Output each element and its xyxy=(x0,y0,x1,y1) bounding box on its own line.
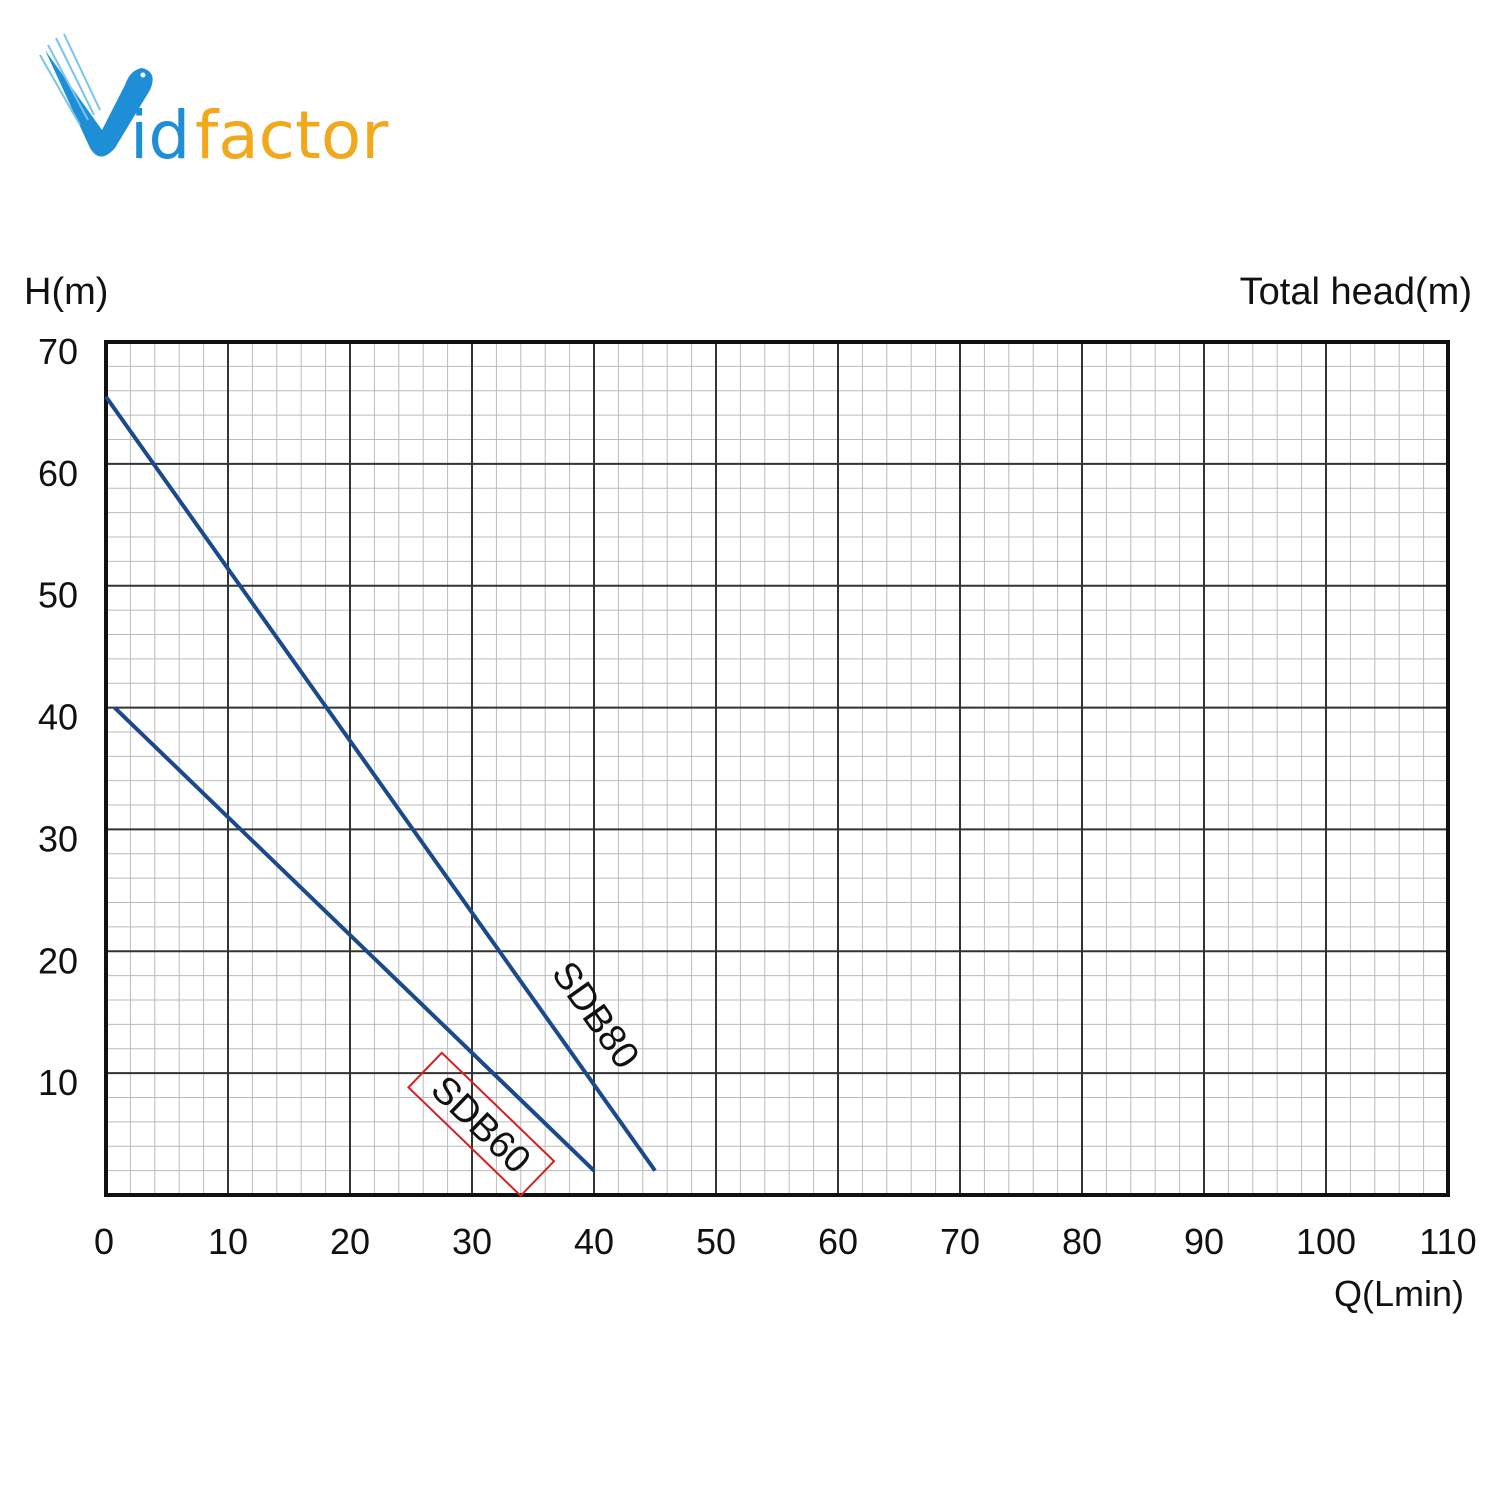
y-axis-label-right: Total head(m) xyxy=(1240,271,1472,313)
highlight-box xyxy=(407,1051,556,1198)
y-tick-label: 60 xyxy=(38,453,78,494)
y-tick-label: 30 xyxy=(38,818,78,859)
x-tick-label: 80 xyxy=(1062,1221,1102,1262)
x-tick-label: 90 xyxy=(1184,1221,1224,1262)
y-tick-label: 70 xyxy=(38,331,78,372)
x-tick-label: 40 xyxy=(574,1221,614,1262)
x-tick-label: 0 xyxy=(94,1221,114,1262)
y-tick-label: 40 xyxy=(38,697,78,738)
x-tick-label: 60 xyxy=(818,1221,858,1262)
minor-grid xyxy=(106,342,1448,1195)
y-tick-label: 10 xyxy=(38,1062,78,1103)
logo-text-factor: factor xyxy=(195,97,389,170)
x-tick-label: 110 xyxy=(1419,1221,1476,1262)
y-axis-label: H(m) xyxy=(24,271,108,313)
series-label-sdb80: SDB80 xyxy=(543,954,647,1077)
vidfactor-logo: id factor xyxy=(39,33,389,170)
x-axis-label: Q(Lmin) xyxy=(1334,1273,1464,1314)
plot-frame xyxy=(104,340,1450,1197)
series-line-sdb80 xyxy=(104,395,657,1172)
x-tick-label: 50 xyxy=(696,1221,736,1262)
x-tick-label: 70 xyxy=(940,1221,980,1262)
x-tick-label: 20 xyxy=(330,1221,370,1262)
x-tick-label: 100 xyxy=(1296,1221,1356,1262)
series-line-sdb60 xyxy=(113,706,596,1173)
series-label-sdb60: SDB60 xyxy=(407,1051,556,1198)
series-label-text: SDB80 xyxy=(543,954,647,1077)
x-tick-label: 10 xyxy=(208,1221,248,1262)
bird-v-icon xyxy=(39,33,153,157)
logo-text-id: id xyxy=(130,97,190,170)
major-grid xyxy=(105,341,1449,1196)
y-tick-label: 50 xyxy=(38,575,78,616)
x-tick-label: 30 xyxy=(452,1221,492,1262)
y-tick-label: 20 xyxy=(38,940,78,981)
